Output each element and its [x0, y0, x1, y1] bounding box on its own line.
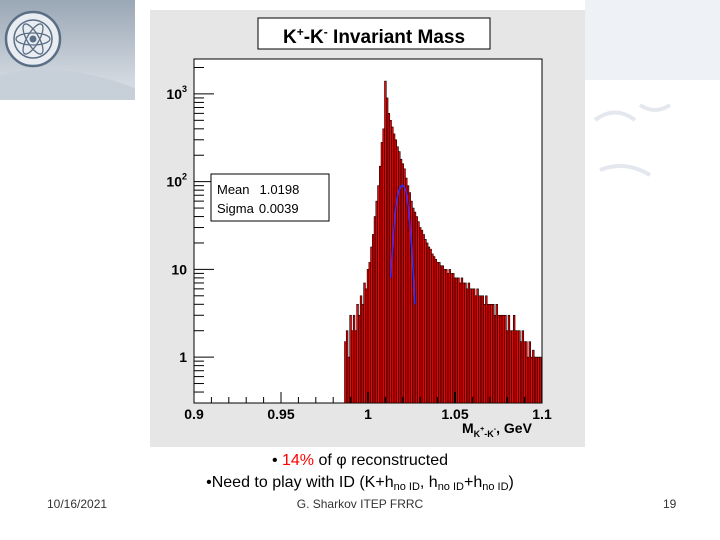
histogram-bars	[344, 80, 542, 404]
x-tick-label: 1.1	[532, 406, 552, 422]
stats-mean: Mean 1.0198	[217, 182, 299, 197]
gaussian-fit-curve	[389, 184, 416, 305]
bullet-need-to-play-with-id: •Need to play with ID (K+hno ID, hno ID+…	[0, 474, 720, 493]
bullet2-sub3: no ID	[482, 481, 509, 493]
bullet2-sub2: no ID	[437, 481, 464, 493]
chart-title: K+-K- Invariant Mass	[283, 25, 465, 48]
histogram-chart: K+-K- Invariant Mass 0.9 0.95 1 1.05 1.1 1 10…	[150, 10, 585, 447]
footer-author: G. Sharkov ITEP FRRC	[296, 497, 424, 511]
header-band-right	[585, 0, 720, 80]
bullet2-suffix: )	[508, 474, 514, 491]
x-tick-label: 1.05	[441, 406, 468, 422]
x-tick-label: 0.95	[267, 406, 294, 422]
bullet1-of: of	[318, 452, 332, 469]
y-tick-label: 1	[179, 349, 187, 365]
bullet2-mid2: +h	[463, 474, 483, 491]
x-tick-label: 1	[364, 406, 372, 422]
bullet2-sub1: no ID	[393, 481, 420, 493]
header-swoosh	[0, 69, 135, 100]
y-tick-label: 103	[166, 84, 187, 102]
phi-symbol: φ	[336, 452, 347, 469]
y-tick-labels: 1 10 102 103	[166, 84, 187, 365]
percent-value: 14%	[282, 452, 315, 469]
title-box	[257, 17, 491, 50]
x-tick-labels: 0.9 0.95 1 1.05 1.1	[184, 406, 552, 422]
stats-box	[210, 173, 330, 222]
hist-bar	[539, 356, 542, 404]
x-tick-label: 0.9	[184, 406, 204, 422]
bullet-phi-reconstructed: • 14% of φ reconstructed	[0, 452, 720, 470]
bullet2-prefix: •Need to play with ID (K+h	[206, 474, 394, 491]
x-axis-label: MK+-K-, GeV	[462, 420, 533, 439]
itep-logo-icon	[4, 10, 62, 68]
y-tick-label: 102	[166, 172, 187, 190]
y-tick-label: 10	[171, 261, 187, 277]
bullet-marker: •	[271, 452, 278, 469]
bullet1-rest: reconstructed	[351, 452, 449, 469]
footer-date: 10/16/2021	[47, 497, 108, 511]
bullet2-mid1: , h	[419, 474, 438, 491]
footer-page-number: 19	[663, 497, 677, 511]
axis-ticks	[193, 67, 543, 404]
faint-decoration	[593, 103, 672, 177]
stats-sigma: Sigma 0.0039	[217, 201, 299, 216]
